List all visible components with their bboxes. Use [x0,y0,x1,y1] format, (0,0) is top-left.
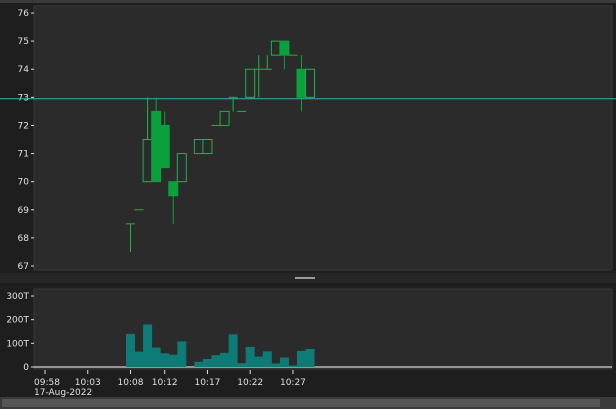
x-tick-label: 10:27 [280,378,306,388]
volume-bar [202,358,212,367]
candle-body [159,124,170,169]
x-date-label: 17-Aug-2022 [34,388,92,398]
volume-y-tick-label: 300T [6,292,29,302]
price-y-tick-label: 72 [18,121,29,131]
candle-body [168,181,179,197]
volume-bar [177,341,187,367]
candle-body [142,139,153,183]
candle-body [305,68,316,98]
price-y-tick-label: 67 [18,262,29,272]
price-y-tick-label: 75 [18,37,29,47]
volume-bar [220,352,230,367]
volume-y-tick-label: 200T [6,316,29,326]
candle-body [296,68,307,98]
volume-bar [168,354,178,367]
price-panel [33,5,613,271]
volume-bar [254,356,264,367]
volume-bar [194,361,204,367]
price-y-tick-label: 70 [18,178,30,188]
candle-body [193,139,204,155]
volume-bar [237,363,247,367]
x-tick-label: 10:17 [194,378,220,388]
volume-bar [279,357,289,367]
volume-bar [211,355,221,367]
x-tick-label: 10:08 [118,378,144,388]
volume-bar [160,353,170,367]
volume-bar [245,346,255,367]
volume-bar [134,351,144,367]
x-tick-label: 10:22 [237,378,263,388]
volume-bar [143,324,153,367]
volume-panel [33,288,613,370]
candle-body [270,40,281,56]
price-y-tick-label: 74 [18,65,30,75]
candle-body [245,68,256,98]
splitter-grip-icon[interactable] [295,277,315,279]
candle-body [176,153,187,183]
volume-y-tick-label: 100T [6,339,29,349]
volume-bar [151,347,161,367]
candle-body [202,139,213,155]
volume-bar [288,365,298,367]
volume-y-tick-label: 0 [23,363,29,373]
candle-body [279,40,290,56]
scrollbar-thumb[interactable] [2,399,600,407]
volume-bar [271,363,281,367]
x-tick-label: 09:58 [34,378,60,388]
volume-bar [305,349,315,367]
candle-body [219,110,230,126]
volume-bar [262,351,272,367]
price-y-tick-label: 71 [18,150,29,160]
price-y-tick-label: 76 [18,9,30,19]
candle-body [151,110,162,183]
volume-bar [228,334,238,367]
volume-bar [297,350,306,367]
price-y-tick-label: 68 [18,234,30,244]
x-tick-label: 10:12 [152,378,178,388]
x-tick-label: 10:03 [75,378,101,388]
volume-bar [126,333,135,367]
top-frame [0,0,616,3]
price-y-tick-label: 69 [18,206,30,216]
